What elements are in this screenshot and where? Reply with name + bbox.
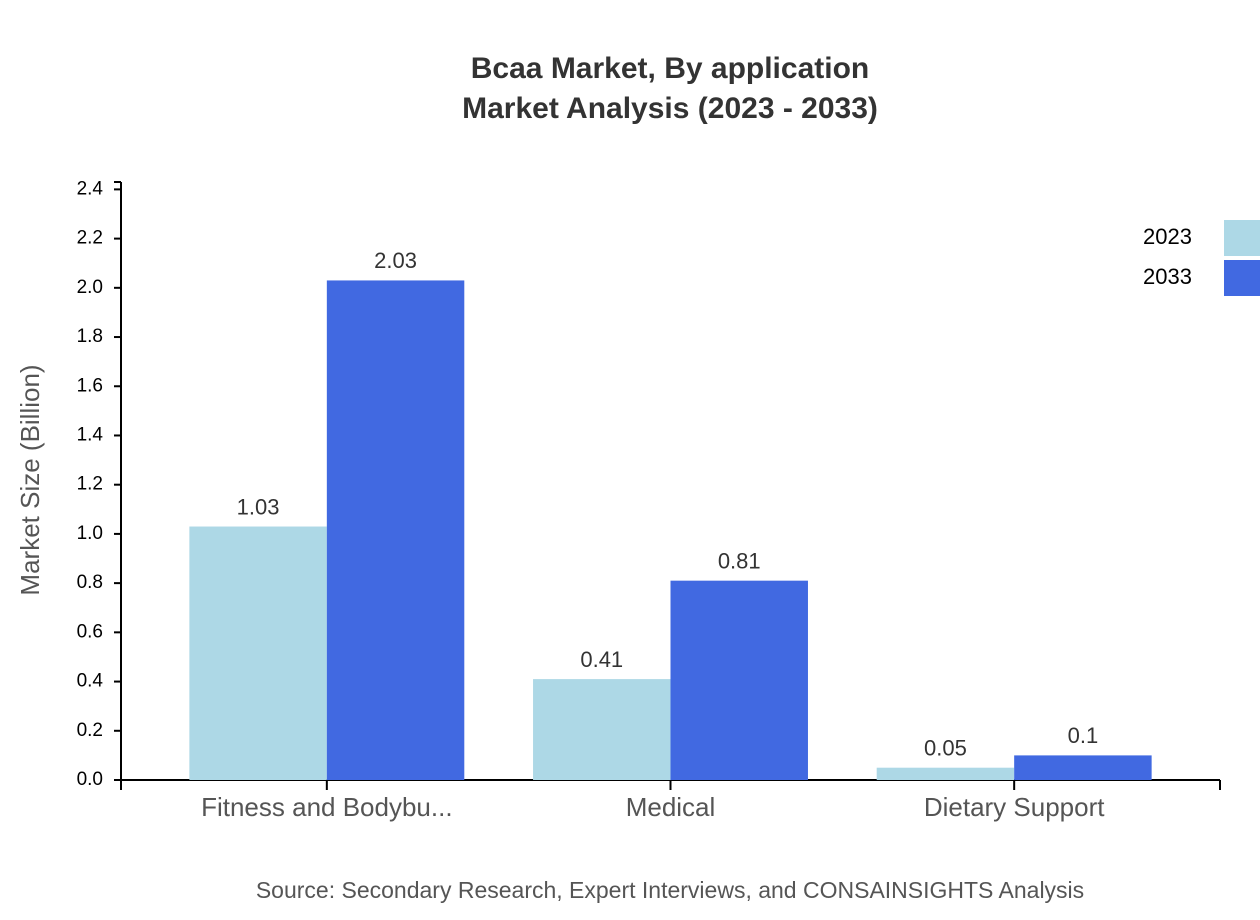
y-tick-label: 1.4 <box>77 424 104 445</box>
bar <box>533 679 671 780</box>
legend-swatch <box>1224 220 1260 256</box>
bar <box>189 526 327 780</box>
y-tick-label: 1.8 <box>77 326 103 347</box>
x-tick-label: Dietary Support <box>924 792 1105 822</box>
bar <box>670 580 808 780</box>
value-label: 0.81 <box>718 548 761 573</box>
bar <box>876 767 1015 780</box>
y-tick-label: 2.4 <box>77 178 104 199</box>
chart-title: Bcaa Market, By application <box>471 52 869 85</box>
legend-label: 2033 <box>1143 264 1192 289</box>
y-tick-label: 0.6 <box>77 621 103 642</box>
value-label: 2.03 <box>374 248 417 273</box>
source-note: Source: Secondary Research, Expert Inter… <box>256 877 1084 903</box>
value-label: 0.1 <box>1068 723 1099 748</box>
y-tick-label: 1.6 <box>77 375 103 396</box>
y-tick-label: 2.0 <box>77 277 103 298</box>
x-tick-label: Fitness and Bodybu... <box>201 792 452 822</box>
legend-swatch <box>1224 260 1260 296</box>
value-label: 1.03 <box>237 494 280 519</box>
y-tick-label: 2.2 <box>77 228 103 249</box>
x-tick-label: Medical <box>626 792 716 822</box>
value-label: 0.41 <box>580 647 623 672</box>
y-tick-label: 0.8 <box>77 572 103 593</box>
chart-subtitle: Market Analysis (2023 - 2033) <box>462 92 878 125</box>
y-tick-label: 0.0 <box>77 769 103 790</box>
value-label: 0.05 <box>924 736 967 761</box>
y-tick-label: 1.2 <box>77 474 103 495</box>
legend-label: 2023 <box>1143 224 1192 249</box>
y-tick-label: 0.2 <box>77 720 103 741</box>
bar <box>1014 755 1152 780</box>
y-axis-label: Market Size (Billion) <box>15 364 45 595</box>
bar <box>326 280 465 780</box>
y-tick-label: 0.4 <box>77 671 104 692</box>
y-tick-label: 1.0 <box>77 523 103 544</box>
